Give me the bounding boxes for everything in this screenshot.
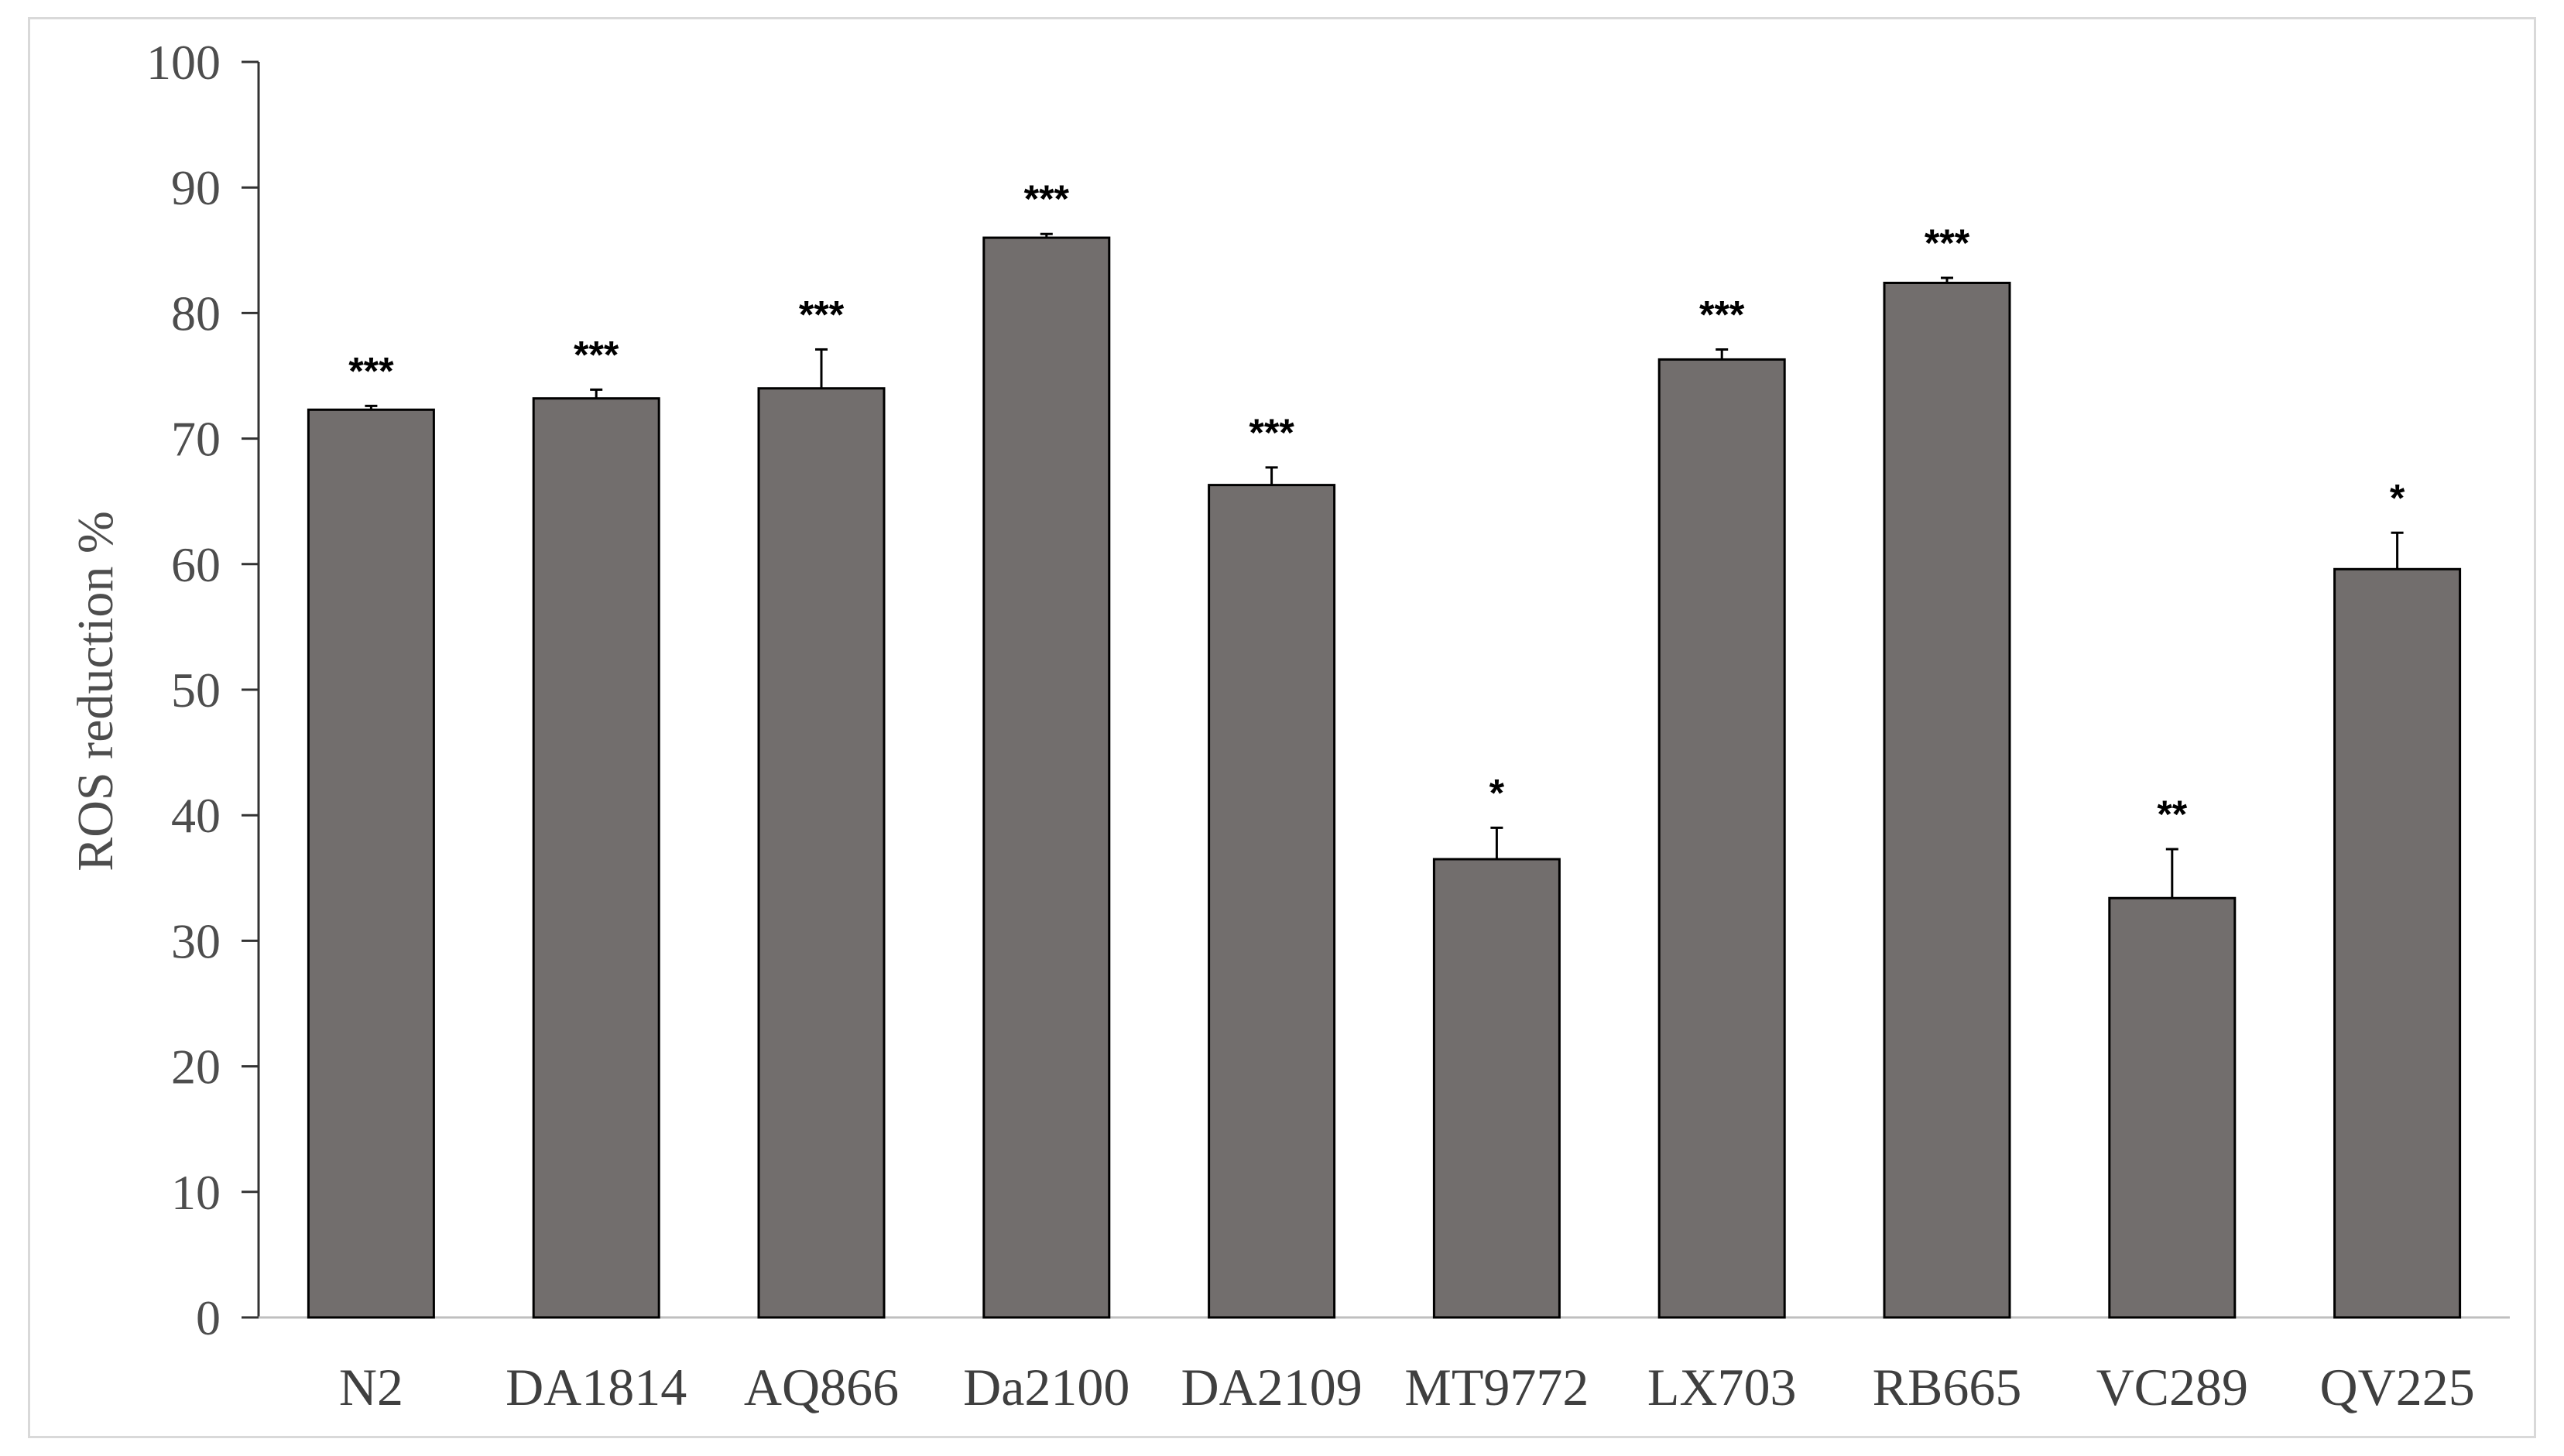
y-tick-label: 80 bbox=[171, 286, 221, 341]
bar bbox=[307, 408, 435, 1319]
x-category-label: VC289 bbox=[2096, 1358, 2248, 1417]
bar bbox=[1883, 281, 2011, 1319]
significance-label: *** bbox=[1699, 293, 1745, 336]
significance-label: * bbox=[1489, 771, 1505, 814]
significance-label: *** bbox=[1249, 411, 1294, 454]
bar bbox=[2333, 567, 2462, 1319]
y-tick-label: 100 bbox=[146, 35, 221, 90]
x-category-label: DA2109 bbox=[1181, 1358, 1362, 1417]
y-tick-label: 10 bbox=[171, 1165, 221, 1220]
x-category-label: DA1814 bbox=[506, 1358, 687, 1417]
significance-label: *** bbox=[1925, 221, 1970, 265]
bar bbox=[1208, 484, 1336, 1319]
bar bbox=[1432, 858, 1561, 1319]
x-category-label: Da2100 bbox=[963, 1358, 1129, 1417]
bar bbox=[1657, 358, 1786, 1319]
y-tick-label: 40 bbox=[171, 788, 221, 843]
x-category-label: RB665 bbox=[1873, 1358, 2022, 1417]
y-tick-label: 70 bbox=[171, 412, 221, 467]
y-tick-label: 60 bbox=[171, 537, 221, 592]
y-tick-label: 20 bbox=[171, 1040, 221, 1095]
x-category-label: QV225 bbox=[2319, 1358, 2474, 1417]
bar bbox=[757, 387, 886, 1319]
bar bbox=[2108, 896, 2237, 1319]
x-category-label: LX703 bbox=[1647, 1358, 1797, 1417]
significance-label: ** bbox=[2157, 793, 2187, 836]
x-category-label: MT9772 bbox=[1404, 1358, 1589, 1417]
y-tick-label: 90 bbox=[171, 160, 221, 215]
significance-label: *** bbox=[1024, 177, 1070, 221]
significance-label: * bbox=[2390, 476, 2405, 519]
x-category-label: N2 bbox=[339, 1358, 403, 1417]
significance-label: *** bbox=[574, 333, 619, 376]
significance-label: *** bbox=[799, 293, 845, 336]
significance-label: *** bbox=[348, 349, 394, 392]
bar bbox=[982, 236, 1111, 1319]
y-axis-title: ROS reduction % bbox=[67, 511, 124, 872]
x-category-label: AQ866 bbox=[744, 1358, 899, 1417]
y-tick-label: 50 bbox=[171, 663, 221, 718]
y-tick-label: 30 bbox=[171, 913, 221, 968]
bar bbox=[532, 397, 660, 1319]
y-tick-label: 0 bbox=[196, 1290, 221, 1345]
